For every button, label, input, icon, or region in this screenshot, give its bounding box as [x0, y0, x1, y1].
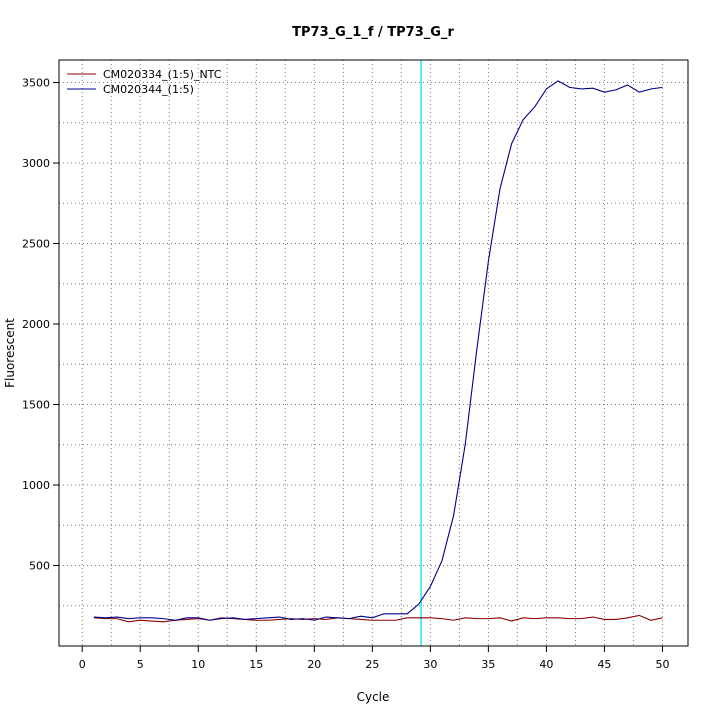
- x-tick-label: 20: [307, 658, 321, 671]
- x-tick-label: 15: [249, 658, 263, 671]
- y-tick-label: 2500: [22, 238, 50, 251]
- x-tick-label: 10: [191, 658, 205, 671]
- y-axis: 500 1000 1500 2000 2500 3000 3500: [22, 77, 59, 573]
- y-tick-label: 3500: [22, 77, 50, 90]
- x-tick-label: 40: [539, 658, 553, 671]
- x-tick-label: 45: [597, 658, 611, 671]
- x-tick-label: 5: [137, 658, 144, 671]
- y-axis-label: Fluorescent: [3, 318, 17, 388]
- chart-title: TP73_G_1_f / TP73_G_r: [292, 25, 454, 40]
- y-tick-label: 1500: [22, 399, 50, 412]
- x-tick-label: 35: [481, 658, 495, 671]
- x-tick-label: 0: [79, 658, 86, 671]
- grid: [59, 60, 688, 646]
- x-tick-label: 25: [365, 658, 379, 671]
- legend-label: CM020344_(1:5): [103, 83, 194, 96]
- x-tick-label: 30: [423, 658, 437, 671]
- y-tick-label: 2000: [22, 318, 50, 331]
- legend-label: CM020334_(1:5)_NTC: [103, 68, 222, 81]
- series-group: [93, 80, 663, 623]
- x-axis-label: Cycle: [357, 690, 390, 704]
- plot-frame: [58, 59, 689, 647]
- y-tick-label: 3000: [22, 157, 50, 170]
- x-axis: 0 5 10 15 20 25 30 35 40 45 50: [79, 646, 669, 671]
- y-tick-label: 1000: [22, 479, 50, 492]
- series-line-2: [93, 80, 663, 621]
- y-tick-label: 500: [29, 560, 50, 573]
- series-line-1: [93, 614, 663, 623]
- x-tick-label: 50: [655, 658, 669, 671]
- legend: CM020334_(1:5)_NTC CM020344_(1:5): [67, 68, 222, 96]
